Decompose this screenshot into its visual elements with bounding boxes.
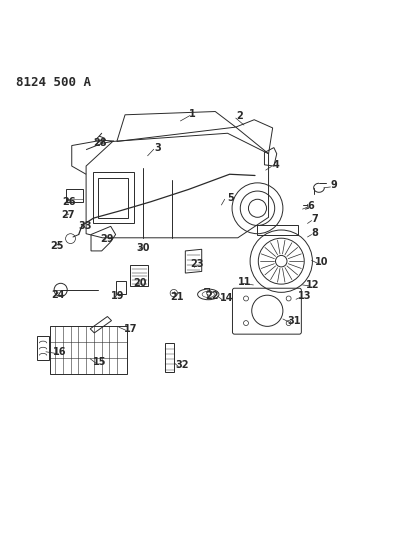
Text: 14: 14 (219, 294, 232, 303)
Text: 23: 23 (190, 259, 203, 269)
Text: 7: 7 (311, 214, 317, 224)
Text: 32: 32 (175, 360, 189, 370)
Text: 28: 28 (93, 139, 107, 149)
Text: 17: 17 (124, 324, 137, 334)
Text: 4: 4 (272, 160, 278, 170)
Bar (66, 189, 83, 201)
Text: 6: 6 (307, 201, 313, 211)
Text: 2: 2 (236, 111, 243, 120)
Text: 21: 21 (170, 292, 183, 302)
Text: 27: 27 (61, 210, 74, 220)
Text: 12: 12 (305, 279, 318, 289)
Text: 15: 15 (92, 357, 106, 367)
Text: 22: 22 (205, 291, 218, 301)
Text: 26: 26 (62, 197, 75, 207)
Text: 29: 29 (101, 235, 114, 245)
Text: 25: 25 (50, 241, 63, 251)
Text: 16: 16 (53, 347, 66, 357)
Text: 8124 500 A: 8124 500 A (16, 76, 91, 89)
Text: 20: 20 (133, 278, 146, 288)
Text: 11: 11 (238, 277, 251, 287)
Text: 30: 30 (137, 243, 150, 253)
Text: 33: 33 (79, 221, 92, 231)
Bar (98, 178, 128, 218)
Bar (37, 336, 49, 360)
Text: 10: 10 (315, 257, 328, 268)
Bar (116, 281, 126, 294)
Text: 31: 31 (287, 317, 300, 326)
Bar (164, 343, 173, 372)
Text: 8: 8 (311, 228, 317, 238)
Bar (50, 326, 127, 374)
Text: 19: 19 (111, 291, 124, 301)
Bar (257, 225, 298, 235)
Text: 13: 13 (297, 291, 310, 301)
Text: 5: 5 (227, 192, 233, 203)
Text: 1: 1 (189, 109, 196, 119)
Bar (130, 265, 148, 286)
Text: 9: 9 (330, 180, 337, 190)
Bar (93, 172, 133, 223)
Text: 24: 24 (52, 290, 65, 300)
Text: 3: 3 (154, 143, 161, 152)
